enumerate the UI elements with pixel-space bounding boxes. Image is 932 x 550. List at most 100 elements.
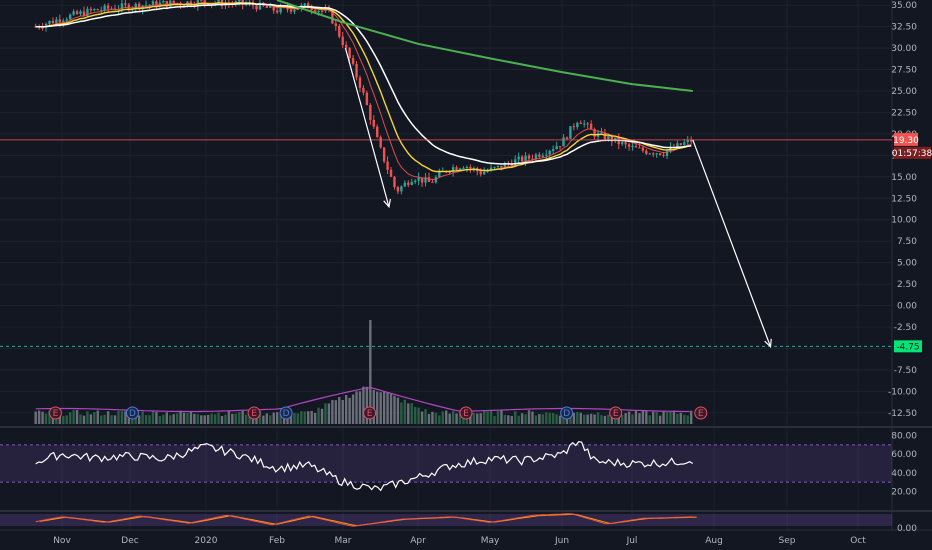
event-marker-letter: E — [53, 409, 59, 419]
candle-body — [569, 126, 572, 139]
ema-fast-line — [35, 1, 692, 181]
candle-body — [389, 169, 393, 177]
candle-body — [489, 167, 493, 171]
candle-body — [638, 147, 641, 149]
volume-bar — [289, 414, 293, 424]
volume-bar — [141, 411, 144, 424]
candle-body — [407, 182, 410, 185]
price-tick-label: 5.00 — [897, 259, 917, 269]
volume-bar — [669, 411, 672, 424]
volume-bar — [631, 414, 634, 424]
last-price-label: 19.30 — [893, 136, 919, 146]
candle-body — [493, 167, 496, 169]
candle-body — [203, 0, 206, 3]
volume-bar — [676, 413, 679, 424]
volume-bar — [65, 415, 68, 424]
volume-bar — [89, 414, 93, 424]
price-tick-label: 30.00 — [891, 44, 917, 54]
volume-bar — [255, 415, 258, 424]
candle-body — [137, 3, 141, 10]
candle-body — [365, 92, 369, 106]
volume-bar — [275, 412, 279, 424]
volume-bar — [189, 411, 193, 424]
volume-bar — [310, 410, 313, 424]
candle-body — [496, 165, 500, 168]
candle-body — [58, 19, 62, 23]
volume-bar — [148, 415, 151, 424]
volume-bar — [62, 415, 65, 424]
time-tick-label: Jul — [626, 536, 638, 546]
candle-body — [413, 180, 417, 182]
dividend-marker — [279, 406, 293, 420]
time-tick-label: Nov — [53, 536, 71, 546]
candle-body — [348, 47, 351, 59]
volume-bar — [341, 399, 344, 424]
target-level-tag — [894, 340, 922, 353]
price-pane[interactable] — [34, 0, 693, 195]
volume-bar — [462, 414, 465, 424]
volume-bar — [96, 410, 99, 424]
volume-bar — [75, 410, 79, 424]
time-tick-label: Oct — [850, 536, 866, 546]
volume-bar — [348, 397, 351, 424]
volume-bar — [379, 392, 382, 424]
candle-body — [103, 5, 106, 11]
volume-bar — [206, 414, 210, 424]
countdown-tag — [894, 146, 931, 159]
volume-bar — [624, 413, 627, 424]
volume-bar — [655, 411, 658, 424]
volume-bar — [672, 410, 676, 424]
candle-body — [534, 154, 538, 160]
stoch-tick-label: 0.00 — [897, 524, 917, 534]
target-level-label: -4.75 — [896, 342, 919, 352]
volume-bar — [596, 412, 600, 424]
candle-body — [255, 5, 258, 10]
candle-body — [79, 11, 82, 14]
candle-body — [627, 144, 631, 147]
stochastic-pane[interactable] — [0, 513, 892, 527]
volume-bar — [106, 411, 110, 424]
candle-body — [82, 11, 86, 16]
volume-bar — [403, 399, 407, 424]
time-tick-label: Jun — [554, 536, 569, 546]
sma-long-line — [276, 0, 693, 92]
event-marker-letter: D — [283, 409, 290, 419]
candle-body — [503, 163, 507, 169]
volume-bar — [200, 415, 203, 424]
volume-bar — [303, 411, 306, 424]
volume-bar — [431, 411, 434, 424]
dividend-marker — [560, 406, 574, 420]
candle-body — [68, 14, 72, 20]
volume-bar — [541, 414, 545, 424]
volume-bar — [158, 415, 162, 424]
volume-bar — [420, 411, 424, 424]
candle-body — [355, 63, 358, 78]
volume-bar — [82, 415, 86, 424]
candle-body — [110, 8, 113, 10]
candle-body — [451, 167, 455, 172]
volume-bar — [369, 320, 372, 424]
candle-body — [458, 168, 462, 170]
rsi-tick-label: 60.00 — [891, 450, 917, 460]
candle-body — [279, 6, 282, 13]
rsi-pane[interactable] — [0, 441, 892, 492]
candle-body — [275, 10, 279, 13]
volume-bar — [258, 411, 262, 424]
candle-body — [269, 5, 272, 8]
volume-bar — [279, 413, 282, 424]
candle-body — [683, 142, 686, 145]
time-tick-label: Feb — [269, 536, 285, 546]
grid — [0, 0, 932, 531]
candle-body — [431, 181, 434, 183]
volume-bar — [79, 414, 82, 424]
price-tick-label: -12.50 — [888, 409, 917, 419]
volume-bar — [665, 411, 669, 424]
candle-body — [500, 165, 503, 169]
volume-bar — [583, 414, 586, 424]
volume-bar — [427, 413, 431, 424]
volume-bar — [227, 410, 231, 424]
volume-bar — [448, 413, 451, 424]
volume-bar — [320, 408, 324, 424]
volume-bar — [662, 410, 665, 424]
